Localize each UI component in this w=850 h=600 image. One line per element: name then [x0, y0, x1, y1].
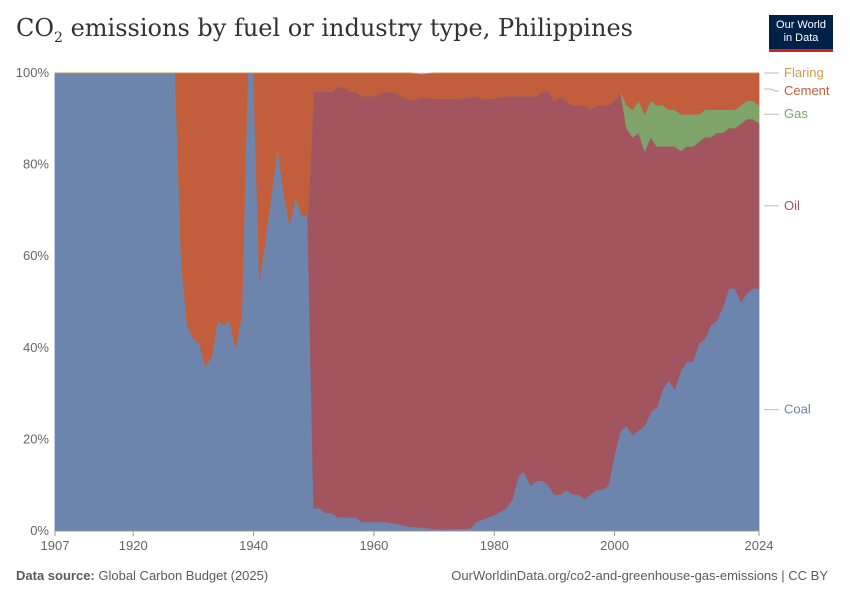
y-tick-label: 40%: [23, 340, 49, 355]
x-tick-label: 1960: [359, 538, 388, 553]
data-source: Data source: Global Carbon Budget (2025): [16, 568, 269, 583]
logo-line-1: Our World: [776, 19, 826, 31]
legend-label-gas: Gas: [784, 106, 808, 121]
x-tick-label: 1907: [41, 538, 70, 553]
credit-link[interactable]: OurWorldinData.org/co2-and-greenhouse-ga…: [451, 568, 828, 583]
x-tick-label: 1940: [239, 538, 268, 553]
legend-label-flaring: Flaring: [784, 65, 824, 80]
y-tick-label: 60%: [23, 248, 49, 263]
legend-label-cement: Cement: [784, 83, 830, 98]
x-tick-label: 2024: [745, 538, 774, 553]
y-tick-label: 20%: [23, 431, 49, 446]
x-tick-label: 1920: [119, 538, 148, 553]
legend-label-oil: Oil: [784, 198, 800, 213]
legend-label-coal: Coal: [784, 402, 811, 417]
owid-logo[interactable]: Our World in Data: [769, 15, 833, 52]
chart-title: CO2 emissions by fuel or industry type, …: [16, 14, 633, 46]
y-tick-label: 0%: [30, 523, 49, 538]
axis-ticks: 0% 20% 40% 60% 80% 100% 1907 1920 1940 1960 1980 20…: [16, 65, 774, 553]
x-tick-label: 1980: [480, 538, 509, 553]
legend: Flaring Cement Gas Oil Coal: [764, 65, 830, 417]
y-tick-label: 100%: [16, 65, 50, 80]
area-flaring: [55, 72, 759, 75]
legend-connector: [764, 88, 779, 92]
x-tick-label: 2000: [600, 538, 629, 553]
y-tick-label: 80%: [23, 157, 49, 172]
logo-line-2: in Data: [783, 32, 819, 44]
area-series: [54, 72, 760, 532]
